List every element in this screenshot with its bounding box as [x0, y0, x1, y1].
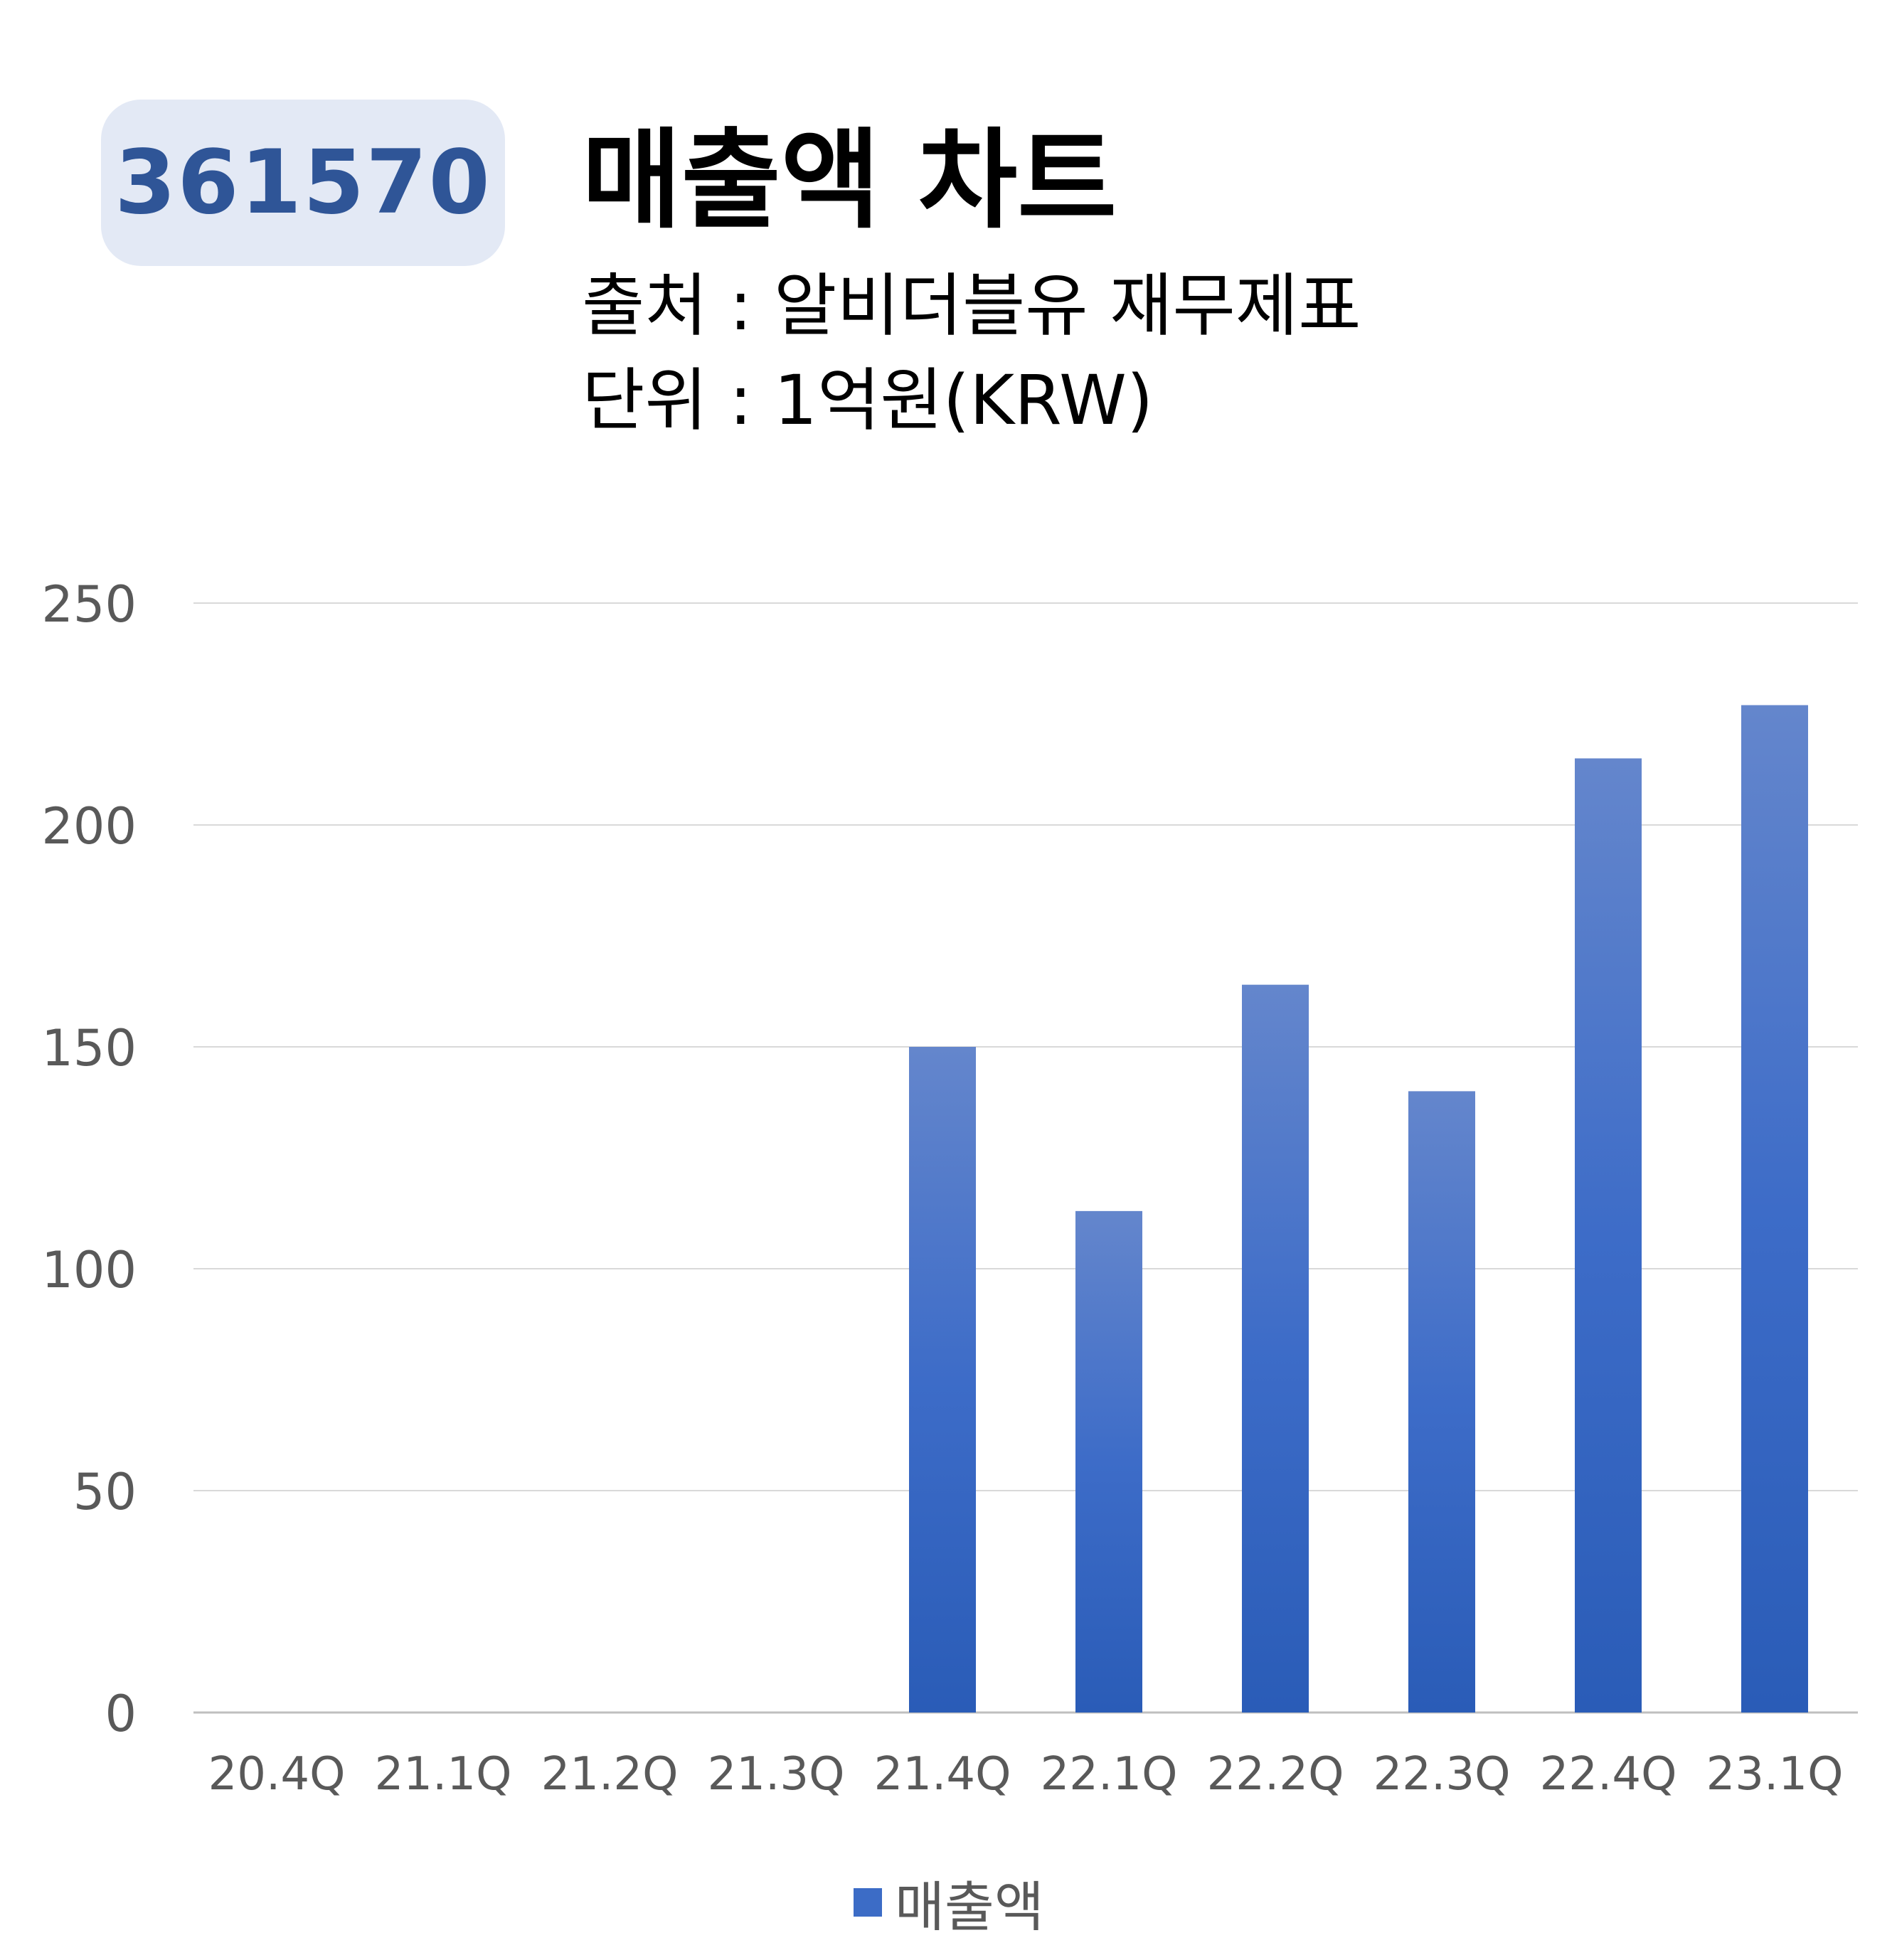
bar: [1242, 984, 1309, 1713]
y-tick-label: 50: [73, 1463, 137, 1521]
bar: [1741, 705, 1808, 1713]
x-tick-label: 20.4Q: [208, 1748, 346, 1801]
x-tick-label: 22.3Q: [1373, 1748, 1511, 1801]
bar: [1575, 758, 1642, 1713]
x-tick-label: 22.4Q: [1540, 1748, 1677, 1801]
y-tick-label: 150: [41, 1019, 137, 1077]
stock-code-badge: 361570: [101, 100, 505, 266]
bar: [1408, 1091, 1475, 1713]
legend-swatch: [854, 1888, 882, 1917]
y-tick-label: 250: [41, 575, 137, 634]
bar: [909, 1047, 976, 1713]
source-line: 출처 : 알비더블유 재무제표: [582, 266, 1361, 346]
x-tick-label: 21.4Q: [874, 1748, 1011, 1801]
bar: [1075, 1210, 1142, 1713]
y-tick-label: 0: [105, 1685, 137, 1743]
x-tick-label: 21.1Q: [375, 1748, 512, 1801]
x-tick-label: 21.2Q: [541, 1748, 679, 1801]
x-tick-label: 23.1Q: [1706, 1748, 1844, 1801]
y-tick-label: 100: [41, 1241, 137, 1299]
x-tick-label: 21.3Q: [708, 1748, 845, 1801]
unit-line: 단위 : 1억원(KRW): [582, 361, 1154, 440]
legend-label: 매출액: [895, 1875, 1044, 1939]
legend: 매출액: [854, 1863, 1044, 1942]
chart-title: 매출액 차트: [582, 117, 1117, 243]
x-tick-label: 22.1Q: [1041, 1748, 1178, 1801]
y-tick-label: 200: [41, 797, 137, 856]
x-tick-label: 22.2Q: [1207, 1748, 1344, 1801]
